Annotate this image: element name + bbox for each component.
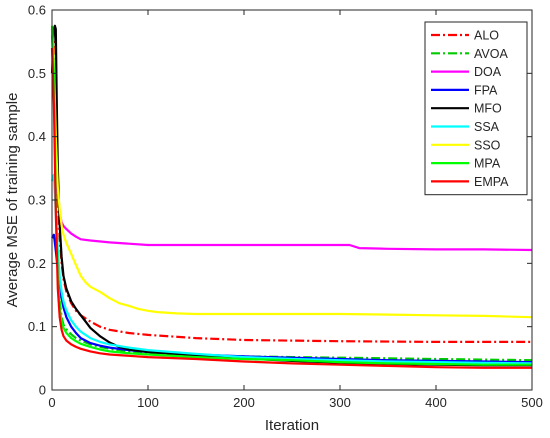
series-line-empa — [50, 47, 532, 369]
series-line-sso — [50, 25, 533, 319]
y-tick-label: 0.4 — [28, 129, 46, 144]
y-tick-label: 0.6 — [28, 3, 46, 18]
y-tick-label: 0 — [39, 383, 46, 398]
legend-label: MPA — [474, 157, 501, 171]
y-tick-label: 0.2 — [28, 256, 46, 271]
x-tick-label: 0 — [48, 395, 55, 410]
x-tick-label: 100 — [137, 395, 159, 410]
legend-label: MFO — [474, 102, 502, 116]
legend-label: SSO — [474, 138, 501, 152]
x-tick-label: 300 — [329, 395, 351, 410]
x-tick-label: 400 — [425, 395, 447, 410]
legend-label: EMPA — [474, 175, 509, 189]
axis-ticks: 0 100 200 300 400 500 0 0.1 0.2 0.3 0.4 0.5 0.6 — [28, 3, 543, 411]
legend-label: SSA — [474, 120, 500, 134]
legend-label: DOA — [474, 65, 502, 79]
series-layer — [50, 24, 533, 369]
x-tick-label: 500 — [521, 395, 543, 410]
y-axis-label: Average MSE of training sample — [4, 93, 21, 308]
x-tick-label: 200 — [233, 395, 255, 410]
series-line-fpa — [51, 233, 533, 364]
y-tick-label: 0.1 — [28, 319, 46, 334]
legend-label: AVOA — [474, 47, 508, 61]
legend-label: ALO — [474, 29, 499, 43]
x-axis-label: Iteration — [265, 417, 319, 434]
y-tick-label: 0.3 — [28, 193, 46, 208]
legend-label: FPA — [474, 83, 498, 97]
series-line-ssa — [50, 173, 533, 365]
series-line-avoa — [50, 28, 533, 362]
legend: ALO AVOA DOA FPA MFO SSA SSO MPA EMPA — [424, 21, 528, 196]
y-tick-label: 0.5 — [28, 66, 46, 81]
